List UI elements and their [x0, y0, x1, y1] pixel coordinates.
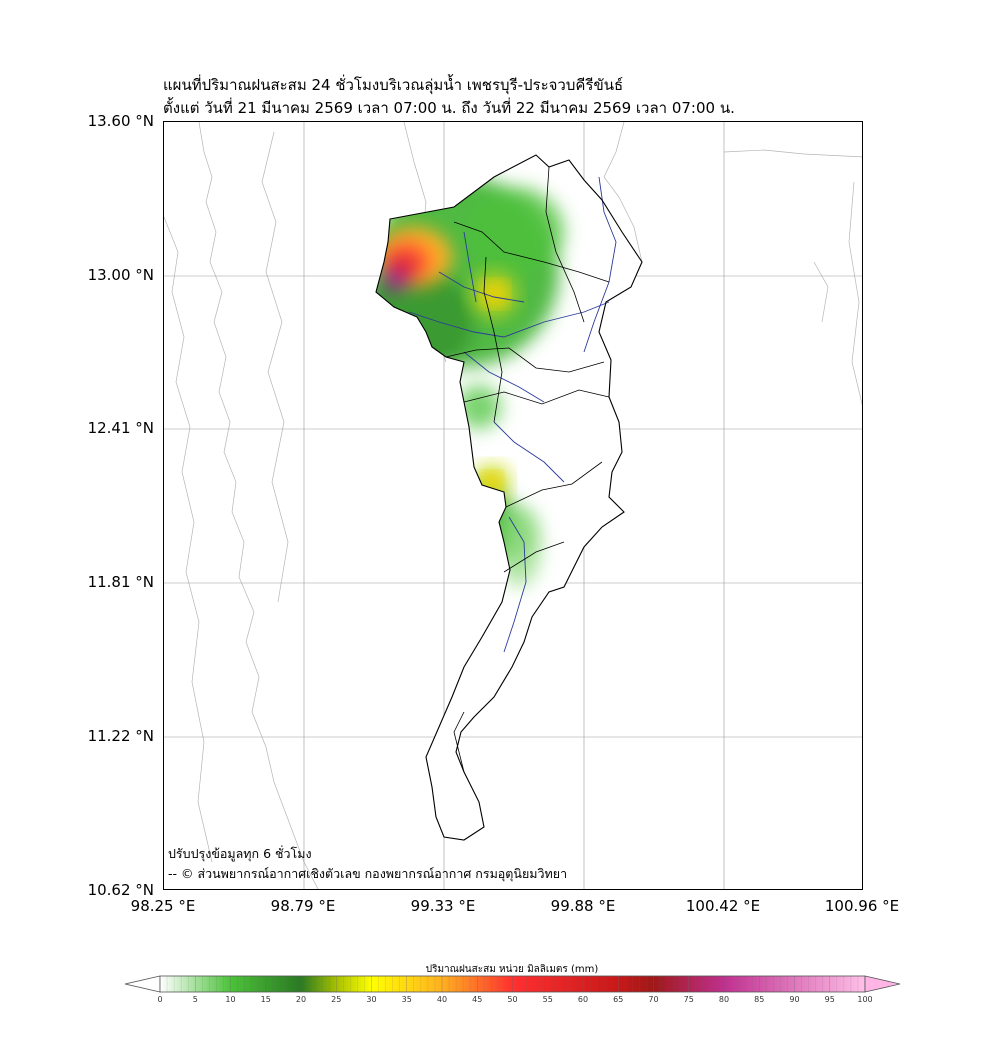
colorbar-tick-label: 55	[542, 995, 553, 1004]
lon-label-99-88: 99.88 °E	[550, 897, 616, 915]
colorbar-tick-label: 5	[192, 995, 198, 1004]
colorbar-tick-label: 10	[225, 995, 236, 1004]
colorbar-tick-label: 30	[366, 995, 377, 1004]
colorbar-tick-label: 80	[718, 995, 730, 1004]
lat-label-13-00: 13.00 °N	[87, 266, 154, 284]
lon-label-99-33: 99.33 °E	[410, 897, 476, 915]
colorbar-tick-label: 70	[648, 995, 659, 1004]
lon-label-98-25: 98.25 °E	[130, 897, 196, 915]
colorbar-tick-label: 60	[577, 995, 589, 1004]
colorbar-tick-label: 100	[857, 995, 873, 1004]
colorbar-tick-label: 25	[331, 995, 342, 1004]
lat-label-11-22: 11.22 °N	[87, 727, 154, 745]
colorbar-tick-label: 35	[401, 995, 412, 1004]
colorbar-min-arrow	[124, 975, 161, 993]
update-note: ปรับปรุงข้อมูลทุก 6 ชั่วโมง	[168, 846, 312, 861]
colorbar-tick-label: 0	[157, 995, 163, 1004]
lon-label-100-96: 100.96 °E	[824, 897, 900, 915]
colorbar-tick-label: 20	[295, 995, 307, 1004]
lat-label-10-62: 10.62 °N	[87, 881, 154, 899]
credit-note: -- © ส่วนพยากรณ์อากาศเชิงตัวเลข กองพยากร…	[168, 866, 568, 881]
lat-label-12-41: 12.41 °N	[87, 419, 154, 437]
map-title-line-1: แผนที่ปริมาณฝนสะสม 24 ชั่วโมงบริเวณลุ่มน…	[163, 76, 624, 94]
map-title-line-2: ตั้งแต่ วันที่ 21 มีนาคม 2569 เวลา 07:00…	[163, 99, 735, 117]
colorbar-tick-label: 40	[436, 995, 448, 1004]
river-network	[408, 176, 617, 653]
sub-basin-boundaries	[445, 166, 610, 773]
colorbar-tick-label: 75	[683, 995, 694, 1004]
map-gridlines	[164, 122, 862, 889]
rainfall-shading	[376, 155, 642, 840]
rainfall-map	[164, 122, 862, 889]
colorbar	[124, 975, 901, 993]
colorbar-tick-label: 65	[613, 995, 624, 1004]
colorbar-tick-label: 45	[472, 995, 483, 1004]
map-frame: ปรับปรุงข้อมูลทุก 6 ชั่วโมง -- © ส่วนพยา…	[163, 121, 863, 890]
colorbar-max-arrow	[864, 975, 901, 993]
colorbar-tick-label: 15	[260, 995, 271, 1004]
lon-label-98-79: 98.79 °E	[270, 897, 336, 915]
lat-label-13-60: 13.60 °N	[87, 112, 154, 130]
colorbar-title: ปริมาณฝนสะสม หน่วย มิลลิเมตร (mm)	[425, 964, 599, 975]
colorbar-tick-label: 95	[824, 995, 835, 1004]
colorbar-tick-label: 50	[507, 995, 518, 1004]
colorbar-tick-label: 85	[754, 995, 765, 1004]
lat-label-11-81: 11.81 °N	[87, 573, 154, 591]
lon-label-100-42: 100.42 °E	[685, 897, 761, 915]
colorbar-tick-label: 90	[789, 995, 800, 1004]
